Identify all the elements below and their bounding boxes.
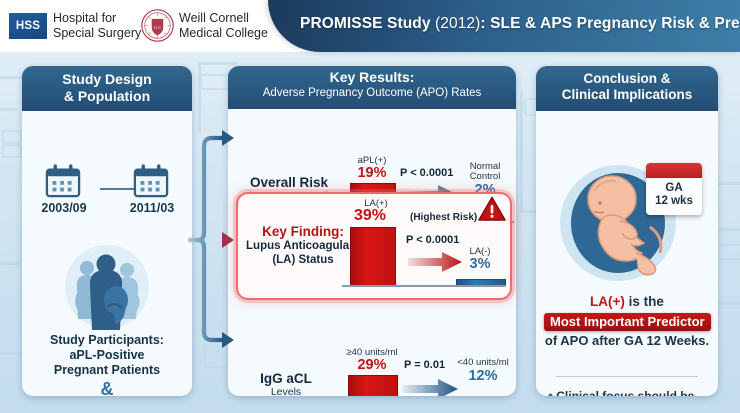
- overall-risk-left-value: 19%: [357, 165, 387, 181]
- weill-cornell-name: Weill Cornell Medical College: [179, 11, 268, 40]
- overall-risk-right-cap-line1: Normal: [469, 161, 501, 172]
- igg-acl-bar-high: [348, 375, 398, 396]
- svg-text:I.I.C: I.I.C: [154, 25, 162, 30]
- key-finding-label-main: Key Finding:: [262, 224, 344, 239]
- key-finding-label: Key Finding: Lupus Anticoagulant (LA) St…: [244, 224, 362, 267]
- page-header: HSS Hospital for Special Surgery I.I.C W…: [0, 0, 740, 52]
- calendar-start-icon: [45, 164, 81, 198]
- conclusion-title-line2: Clinical Implications: [561, 87, 693, 102]
- conclusion-divider: [556, 376, 698, 377]
- key-results-panel-title: Key Results: Adverse Pregnancy Outcome (…: [228, 66, 516, 109]
- page-title: PROMISSE Study (2012): SLE & APS Pregnan…: [300, 15, 740, 33]
- conclusion-panel: Conclusion & Clinical Implications: [536, 66, 718, 396]
- pregnant-patients-illustration: [65, 245, 149, 330]
- conclusion-highlight-banner: Most Important Predictor: [544, 312, 711, 331]
- conclusion-line1-rest: is the: [624, 294, 664, 309]
- key-finding-label-sub-line1: Lupus Anticoagulant: [246, 240, 360, 252]
- igg-acl-left-cap: ≥40 units/ml: [346, 347, 398, 358]
- igg-acl-right-cap: <40 units/ml: [457, 357, 509, 368]
- conclusion-line1: LA(+) is the: [544, 293, 710, 310]
- page-title-year: (2012): [435, 15, 481, 32]
- weill-cornell-seal-icon: I.I.C: [141, 9, 174, 42]
- key-finding-axis: [342, 285, 506, 287]
- key-finding-right-value: 3%: [469, 256, 491, 272]
- conclusion-panel-title: Conclusion & Clinical Implications: [536, 66, 718, 111]
- key-finding-left-cap: LA(+): [364, 198, 388, 209]
- key-finding-highest-risk-note: (Highest Risk): [410, 212, 478, 223]
- wc-name-line1: Weill Cornell: [179, 11, 249, 25]
- overall-risk-label-main: Overall Risk: [249, 175, 329, 190]
- key-finding-left-value: 39%: [353, 207, 387, 224]
- key-results-title-line1: Key Results:: [329, 69, 415, 85]
- bullet-dot-icon: •: [548, 387, 553, 397]
- ga-badge-line2: 12 wks: [655, 195, 693, 207]
- fetus-illustration-wrapper: GA 12 wks: [550, 157, 704, 285]
- wc-name-line2: Medical College: [179, 25, 268, 40]
- study-design-panel-title: Study Design & Population: [22, 66, 192, 111]
- study-participants-text: Study Participants: aPL-Positive Pregnan…: [28, 333, 186, 396]
- ga-badge-line1: GA: [665, 182, 683, 194]
- warning-triangle-icon: [478, 196, 506, 221]
- igg-acl-label-sub: Levels: [270, 386, 302, 396]
- date-start-label: 2003/09: [41, 201, 87, 215]
- page-title-bold1: PROMISSE Study: [300, 15, 435, 32]
- page-title-bold2: : SLE & APS Pregnancy Risk & Predictors: [480, 15, 740, 32]
- participants-line2: aPL-Positive: [69, 348, 145, 362]
- key-finding-box: Key Finding: Lupus Anticoagulant (LA) St…: [236, 192, 512, 300]
- conclusion-statement: LA(+) is the Most Important Predictor of…: [544, 293, 711, 349]
- key-finding-label-sub-line2: (LA) Status: [272, 253, 334, 266]
- ampersand-separator: &: [100, 379, 114, 396]
- date-end-label: 2011/03: [129, 201, 175, 215]
- key-results-title-line2: Adverse Pregnancy Outcome (APO) Rates: [262, 87, 482, 99]
- participants-label: Study Participants:: [50, 333, 164, 347]
- igg-acl-pvalue: P = 0.01: [404, 359, 446, 371]
- fetus-illustration: [560, 165, 676, 281]
- igg-acl-left-value: 29%: [357, 357, 387, 373]
- key-finding-pvalue: P < 0.0001: [406, 234, 460, 246]
- key-finding-comparison-arrow-icon: [408, 252, 462, 272]
- overall-risk-pvalue: P < 0.0001: [400, 167, 454, 179]
- ga-badge-header: [646, 163, 702, 178]
- study-design-title-line2: & Population: [63, 88, 151, 104]
- flow-connector-arrows: [188, 130, 234, 348]
- clinical-focus-bullet: • Clinical focus should be on LA Status …: [548, 387, 710, 397]
- study-design-title-line1: Study Design: [62, 71, 152, 87]
- overall-risk-right-cap-line2: Control: [469, 171, 501, 182]
- igg-acl-comparison-arrow-icon: [402, 379, 458, 396]
- igg-acl-right-value: 12%: [468, 368, 498, 384]
- header-blue-banner: [268, 0, 740, 52]
- overall-risk-left-cap: aPL(+): [357, 155, 387, 166]
- igg-acl-label: IgG aCL Levels: [234, 371, 338, 396]
- result-row-igg-acl: IgG aCL Levels ≥40 units/ml 29% P = 0.01…: [228, 347, 516, 396]
- participants-line3: Pregnant Patients: [53, 363, 161, 377]
- hss-logo-text: HSS: [15, 20, 41, 32]
- conclusion-line3: of APO after GA 12 Weeks.: [544, 333, 710, 348]
- hss-name: Hospital for Special Surgery: [53, 11, 141, 40]
- ga-badge-text: GA 12 wks: [646, 178, 702, 208]
- calendar-end-icon: [133, 164, 169, 198]
- key-finding-bar-la-positive: [350, 227, 396, 287]
- igg-acl-label-main: IgG aCL: [260, 371, 312, 386]
- conclusion-title-line1: Conclusion &: [583, 71, 671, 86]
- hss-logo: HSS: [9, 13, 47, 39]
- key-finding-right-cap: LA(-): [469, 246, 491, 257]
- ga-12-weeks-badge: GA 12 wks: [646, 163, 702, 215]
- hss-name-line1: Hospital for: [53, 11, 117, 25]
- study-design-panel: Study Design & Population 2003/09: [22, 66, 192, 396]
- clinical-focus-line1: Clinical focus should be on: [556, 389, 695, 396]
- conclusion-la-positive: LA(+): [590, 294, 625, 309]
- hss-name-line2: Special Surgery: [53, 25, 142, 40]
